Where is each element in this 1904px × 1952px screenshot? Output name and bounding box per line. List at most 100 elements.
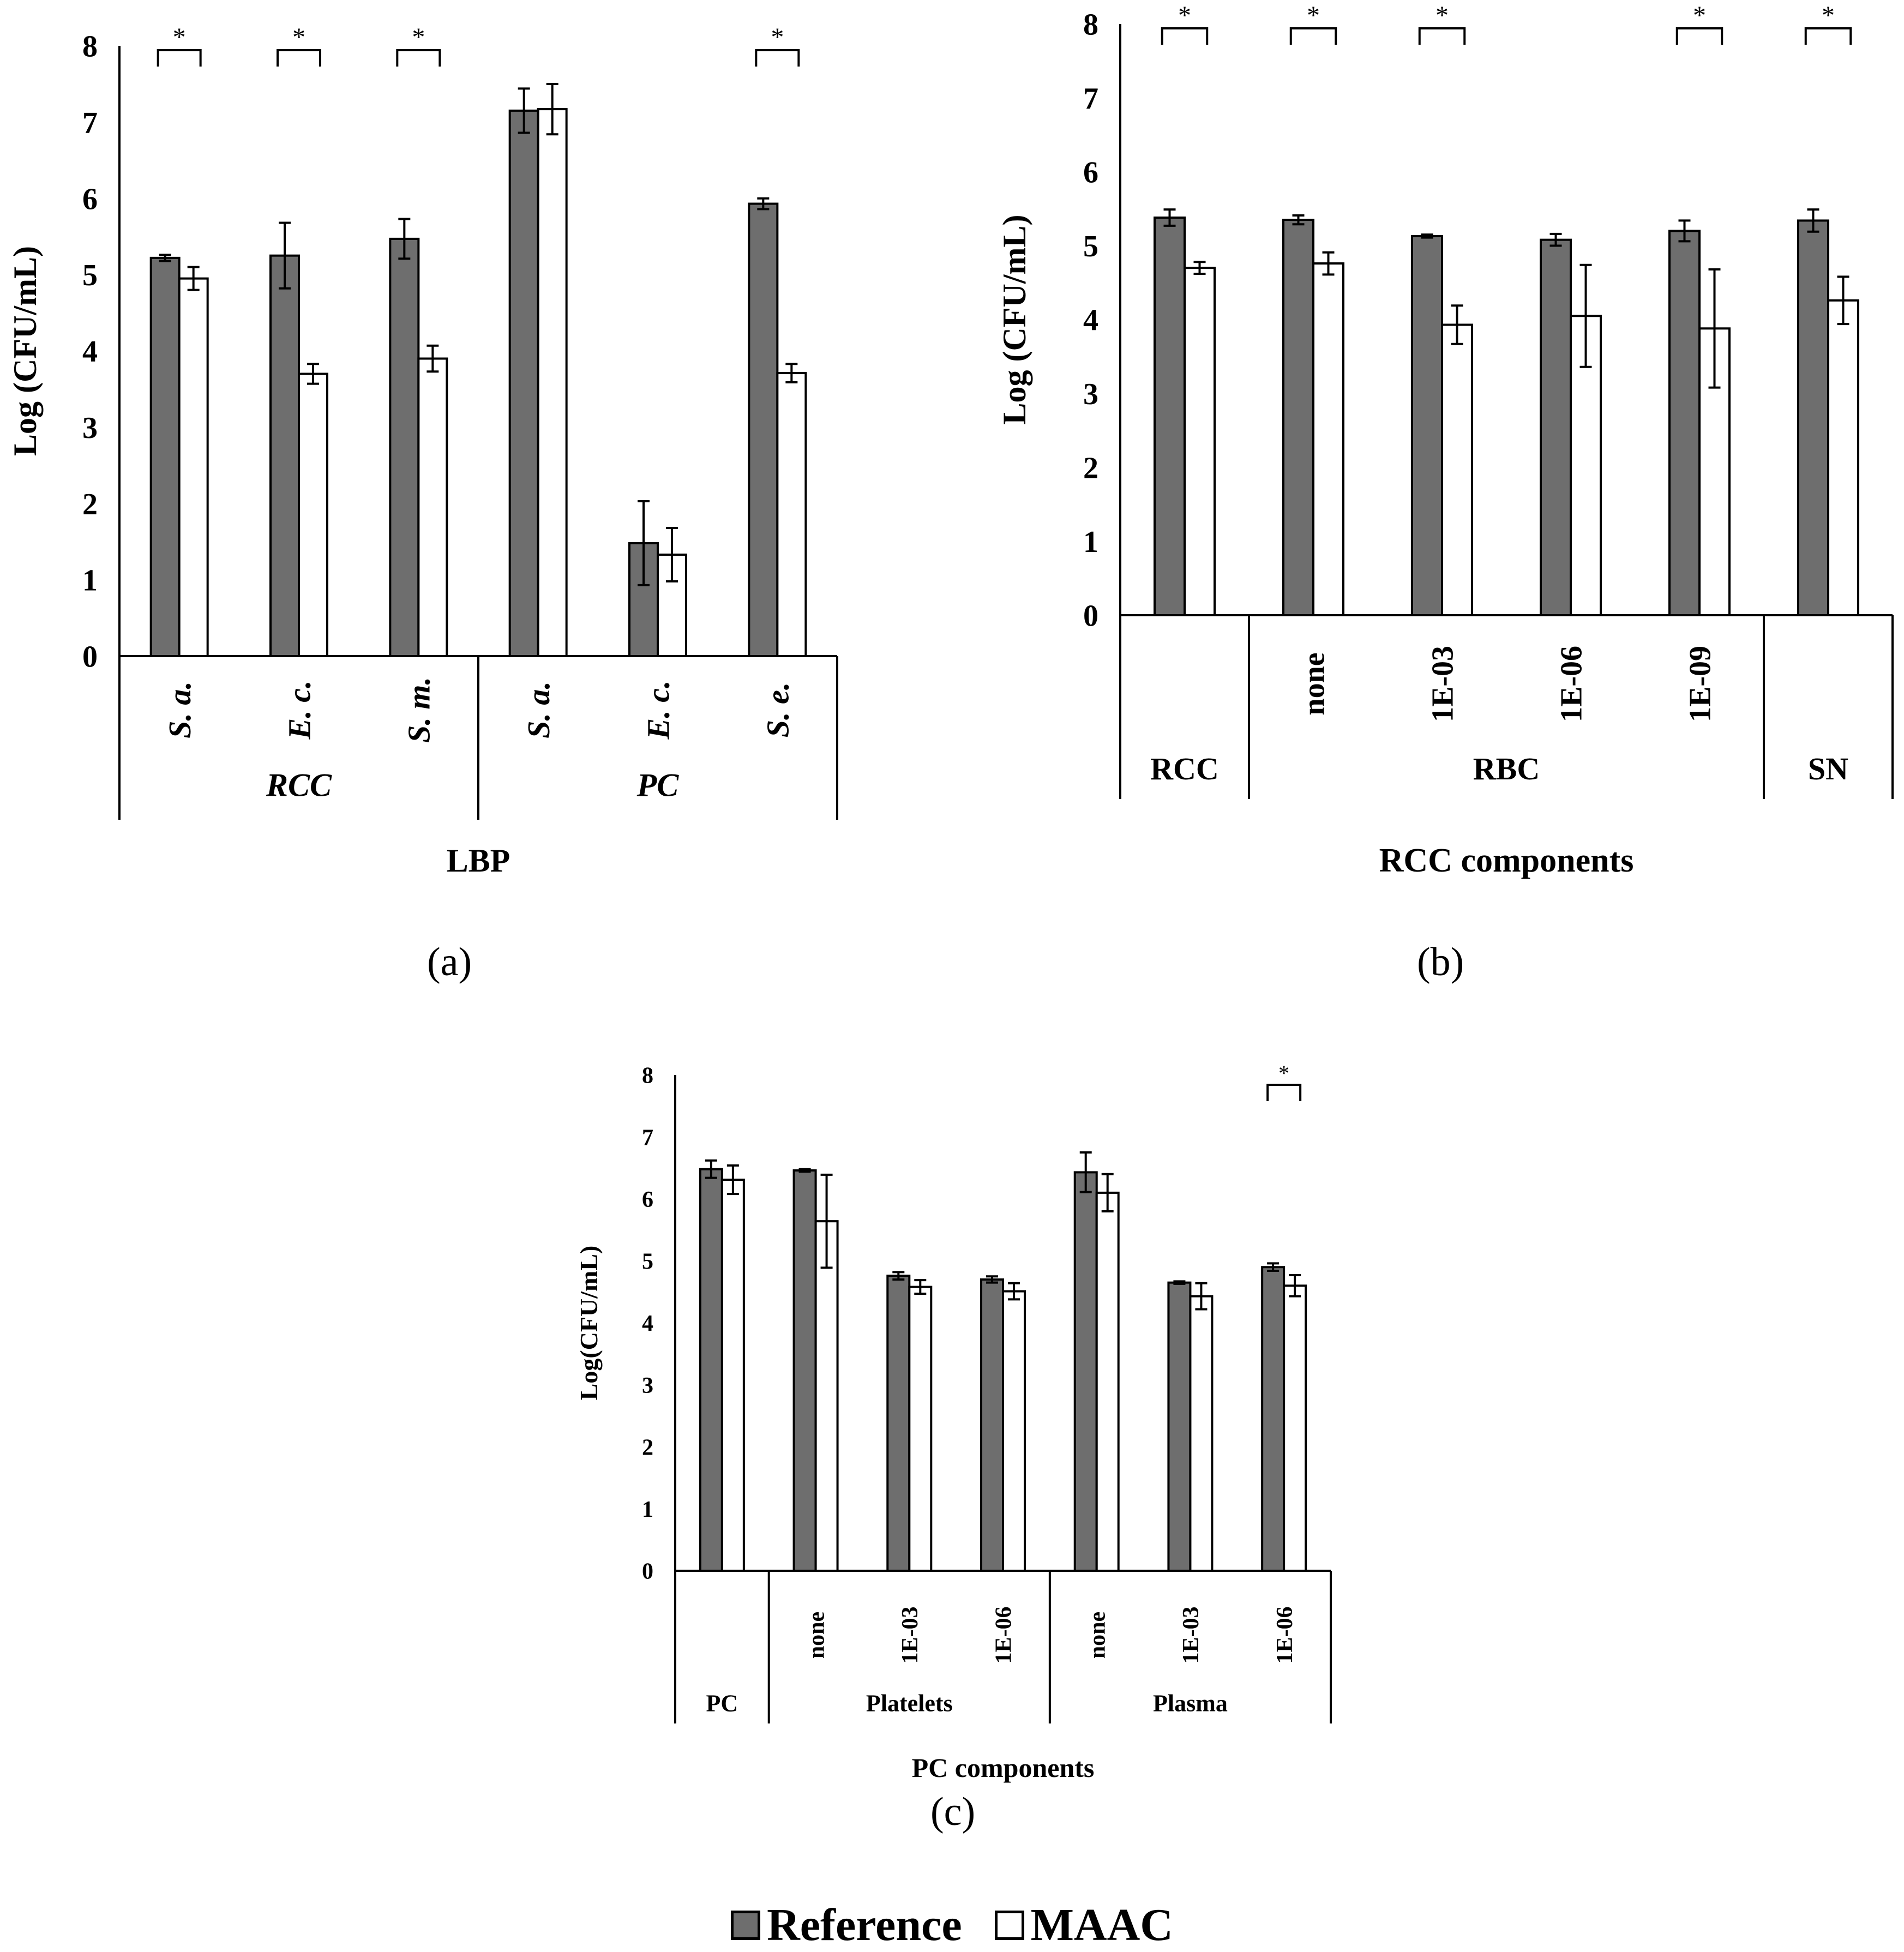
x-group-label: Plasma	[1153, 1690, 1228, 1717]
y-tick-label: 5	[1083, 230, 1098, 263]
y-tick-label: 2	[1083, 452, 1098, 485]
y-tick-label: 2	[82, 488, 98, 521]
x-group-label: SN	[1808, 751, 1848, 786]
y-axis-title: Log (CFU/mL)	[7, 246, 43, 456]
x-category-label: E. c.	[281, 681, 317, 740]
x-group-label: RBC	[1473, 751, 1540, 786]
y-axis-title: Log(CFU/mL)	[575, 1246, 603, 1401]
significance-bracket	[1266, 1084, 1302, 1101]
y-tick-label: 4	[82, 335, 98, 369]
significance-marker: *	[1822, 1, 1835, 30]
bar-maac	[814, 1220, 839, 1572]
x-category-label: S. m.	[401, 677, 437, 743]
bar-reference	[508, 109, 539, 658]
bar-maac	[1441, 323, 1473, 616]
bar-reference	[980, 1278, 1004, 1572]
significance-bracket	[1675, 27, 1723, 45]
y-tick-label: 6	[642, 1187, 653, 1212]
y-axis-title: Log (CFU/mL)	[996, 215, 1032, 425]
legend-item-maac: MAAC	[994, 1899, 1173, 1951]
x-group-label: RCC	[1150, 751, 1219, 786]
x-category-label: none	[1298, 652, 1331, 715]
y-tick-label: 4	[642, 1311, 653, 1336]
legend-label-maac: MAAC	[1030, 1900, 1173, 1950]
x-axis-title: LBP	[447, 843, 510, 879]
y-tick-label: 7	[642, 1125, 653, 1150]
legend-swatch-reference	[731, 1910, 761, 1940]
x-category-label: 1E-03	[1426, 646, 1460, 722]
x-category-label: 1E-09	[1684, 646, 1717, 722]
bar-reference	[1540, 238, 1572, 617]
bar-maac	[298, 373, 328, 657]
bar-maac	[1184, 267, 1216, 616]
x-category-label: 1E-03	[1179, 1607, 1204, 1664]
significance-bracket	[1289, 27, 1337, 45]
x-axis-title: RCC components	[1379, 842, 1634, 879]
y-tick-label: 3	[1083, 377, 1098, 411]
bar-reference	[1261, 1266, 1286, 1572]
legend-label-reference: Reference	[767, 1900, 962, 1950]
x-category-label: 1E-06	[1555, 646, 1589, 722]
bar-maac	[417, 357, 448, 657]
significance-marker: *	[412, 23, 425, 52]
bar-maac	[1283, 1284, 1307, 1572]
bar-maac	[908, 1286, 933, 1572]
bar-maac	[1827, 299, 1859, 616]
bar-reference	[1154, 217, 1186, 616]
y-tick-label: 5	[642, 1250, 653, 1275]
x-category-label: 1E-06	[1272, 1607, 1298, 1664]
x-category-label: 1E-06	[992, 1607, 1017, 1664]
panel-label-b: (b)	[1417, 940, 1464, 984]
bar-reference	[389, 237, 420, 658]
bar-reference	[149, 256, 181, 658]
significance-bracket	[1418, 27, 1466, 45]
y-tick-label: 4	[1083, 304, 1098, 338]
bar-maac	[537, 108, 568, 657]
y-tick-label: 1	[1083, 525, 1098, 559]
bar-reference	[1797, 219, 1829, 616]
x-category-label: none	[804, 1612, 829, 1659]
y-tick-label: 0	[642, 1559, 653, 1584]
significance-bracket	[396, 49, 441, 67]
y-tick-label: 6	[1083, 156, 1098, 190]
bar-reference	[1167, 1281, 1192, 1572]
significance-marker: *	[1435, 1, 1449, 30]
bar-maac	[776, 372, 807, 657]
y-tick-label: 7	[82, 106, 98, 140]
significance-bracket	[157, 49, 202, 67]
significance-bracket	[1161, 27, 1209, 45]
x-axis-title: PC components	[912, 1752, 1095, 1783]
bar-reference	[699, 1168, 723, 1572]
y-tick-label: 2	[642, 1435, 653, 1460]
bar-maac	[1002, 1290, 1026, 1572]
x-category-label: 1E-03	[898, 1607, 923, 1664]
x-category-label: S. a.	[521, 681, 556, 738]
significance-marker: *	[1278, 1061, 1289, 1085]
y-tick-label: 8	[1083, 8, 1098, 42]
significance-marker: *	[292, 23, 305, 52]
significance-marker: *	[1178, 1, 1191, 30]
significance-bracket	[1804, 27, 1852, 45]
chart-panel-c: 0 1 2 3 4 5 6 7 8 none 1E-03 1E-06 none 1E-03 1E-06 PC P…	[575, 1061, 1332, 1783]
x-category-label: E. c.	[640, 681, 676, 740]
significance-marker: *	[771, 23, 784, 52]
legend-swatch-maac	[994, 1910, 1024, 1940]
y-tick-label: 3	[642, 1373, 653, 1398]
bar-reference	[886, 1275, 911, 1572]
bar-maac	[1189, 1295, 1214, 1572]
legend-item-reference: Reference	[731, 1899, 962, 1951]
bar-maac	[1312, 262, 1344, 616]
y-tick-label: 7	[1083, 82, 1098, 116]
y-tick-label: 5	[82, 259, 98, 292]
x-group-label: RCC	[266, 767, 332, 803]
y-tick-label: 8	[642, 1064, 653, 1089]
bar-reference	[792, 1169, 817, 1572]
bar-maac	[178, 277, 209, 657]
y-tick-label: 3	[82, 411, 98, 445]
significance-marker: *	[1693, 1, 1706, 30]
x-group-label: Platelets	[866, 1690, 953, 1717]
bar-maac	[720, 1179, 745, 1572]
bar-reference	[269, 254, 300, 657]
bar-maac	[1095, 1191, 1120, 1572]
